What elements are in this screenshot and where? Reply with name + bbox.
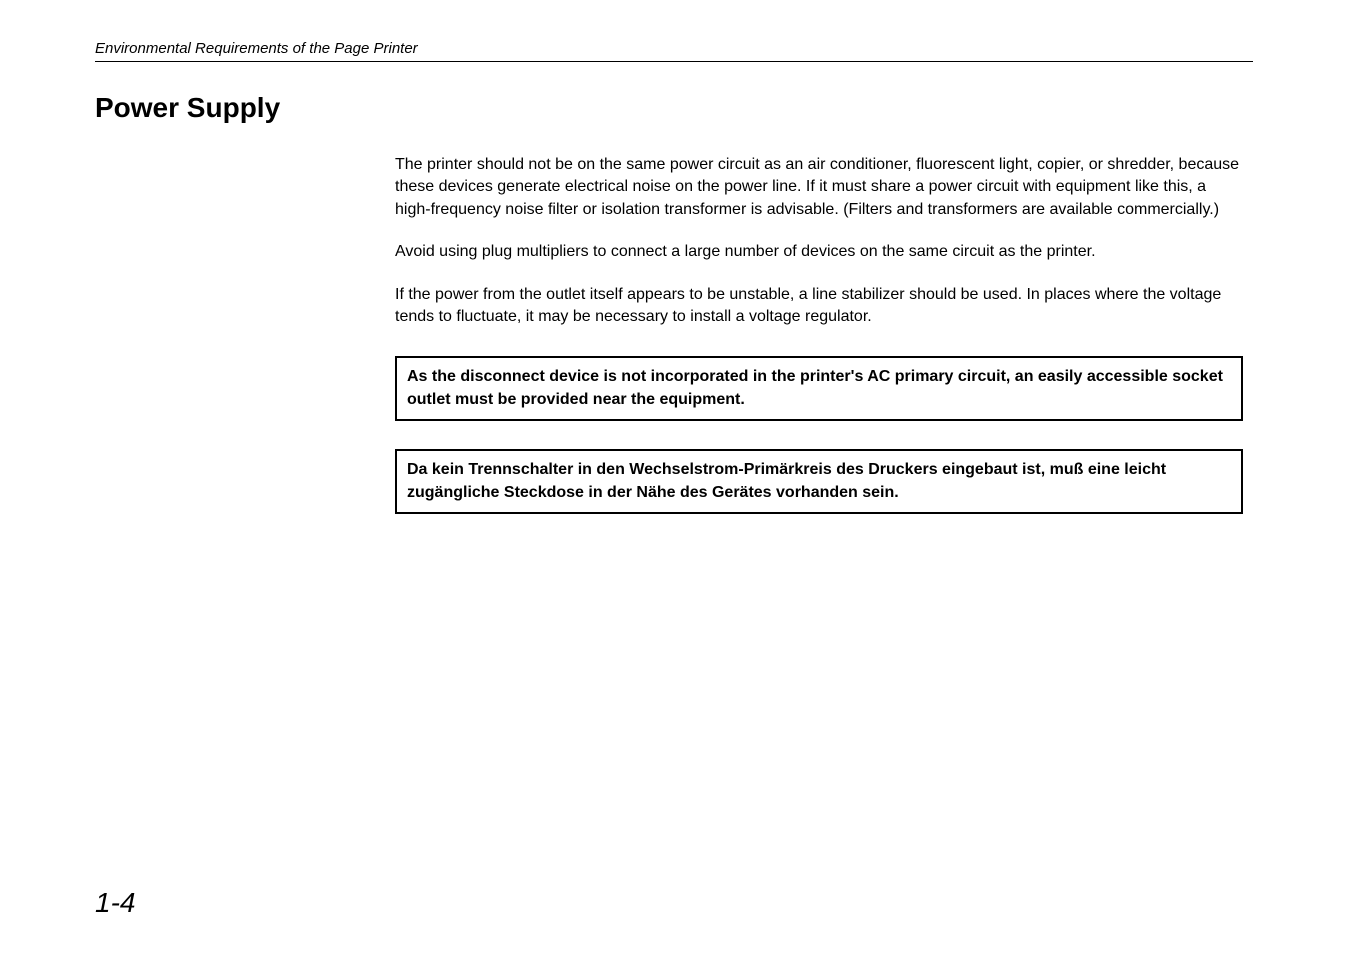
page-number: 1-4 bbox=[95, 887, 135, 919]
page-header: Environmental Requirements of the Page P… bbox=[95, 40, 1253, 62]
notice-box: As the disconnect device is not incorpor… bbox=[395, 356, 1243, 421]
content-area: The printer should not be on the same po… bbox=[395, 154, 1243, 514]
body-paragraph: If the power from the outlet itself appe… bbox=[395, 284, 1243, 329]
section-heading: Power Supply bbox=[95, 92, 1253, 124]
notice-text: Da kein Trennschalter in den Wechselstro… bbox=[407, 459, 1231, 504]
body-paragraph: The printer should not be on the same po… bbox=[395, 154, 1243, 221]
notice-box: Da kein Trennschalter in den Wechselstro… bbox=[395, 449, 1243, 514]
notice-text: As the disconnect device is not incorpor… bbox=[407, 366, 1231, 411]
body-paragraph: Avoid using plug multipliers to connect … bbox=[395, 241, 1243, 263]
running-title: Environmental Requirements of the Page P… bbox=[95, 40, 1253, 57]
